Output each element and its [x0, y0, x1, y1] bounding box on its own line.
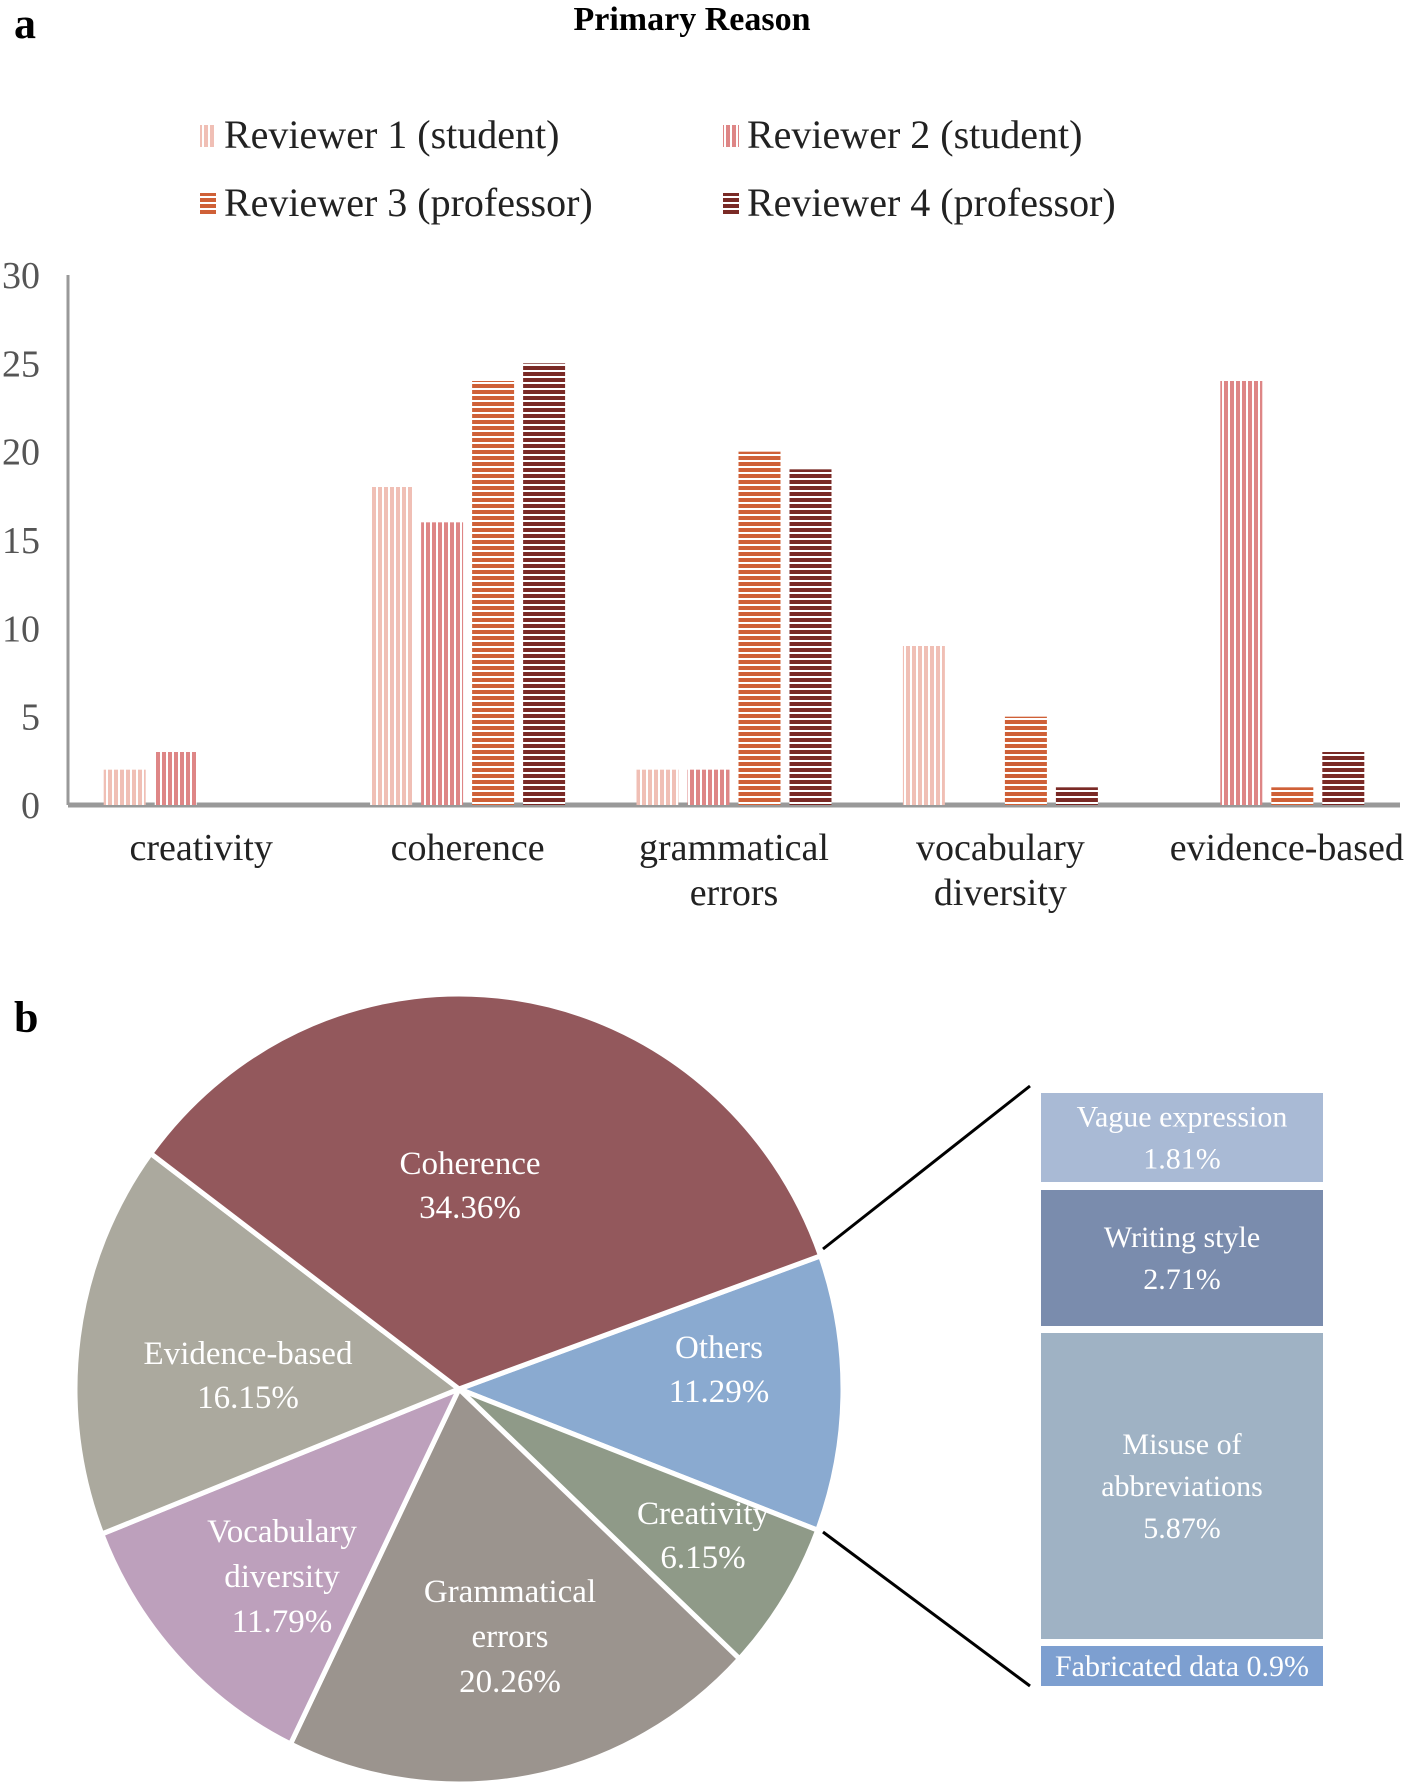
pie-slice	[98, 1384, 465, 1748]
x-tick-label: vocabulary	[916, 827, 1085, 869]
breakdown-label: Vague expression	[1077, 1101, 1288, 1134]
y-tick-label: 20	[2, 432, 40, 474]
breakdown-label: 2.71%	[1143, 1263, 1221, 1296]
bar	[523, 363, 566, 805]
legend-label: Reviewer 1 (student)	[224, 112, 559, 157]
panel-label-a: a	[14, 0, 36, 48]
breakdown-label: 1.81%	[1143, 1143, 1221, 1176]
bar	[370, 487, 413, 805]
pie-slice	[451, 1252, 846, 1534]
breakdown-label: abbreviations	[1101, 1470, 1263, 1503]
y-tick-label: 5	[21, 697, 40, 739]
breakdown-label: Misuse of	[1122, 1428, 1241, 1461]
pie-slice	[457, 1386, 821, 1663]
bar	[421, 522, 464, 805]
panel-label-b: b	[14, 993, 38, 1042]
bar	[1004, 716, 1047, 805]
breakdown-box	[1041, 1093, 1323, 1182]
breakdown-label: Fabricated data 0.9%	[1055, 1650, 1309, 1683]
pie-label: Grammatical	[424, 1574, 596, 1610]
pie-label: 20.26%	[459, 1664, 561, 1700]
breakdown-box	[1041, 1190, 1323, 1326]
bar	[1055, 787, 1098, 805]
x-tick-label: grammatical	[639, 827, 829, 869]
connector-line	[822, 1530, 1031, 1688]
pie-slice	[287, 1384, 743, 1787]
bar	[472, 381, 515, 805]
pie-label: Coherence	[399, 1146, 540, 1182]
breakdown-box	[1041, 1333, 1323, 1639]
pie-label: 11.79%	[232, 1604, 333, 1640]
pie-slice	[147, 991, 824, 1392]
bar	[789, 469, 832, 805]
legend-label: Reviewer 2 (student)	[747, 112, 1082, 157]
bar	[1322, 752, 1365, 805]
pie-slice	[72, 1149, 464, 1538]
bar	[1271, 787, 1314, 805]
pie-label: Vocabulary	[207, 1514, 357, 1550]
legend-label: Reviewer 3 (professor)	[224, 180, 593, 225]
y-tick-label: 10	[2, 608, 40, 650]
x-tick-label: creativity	[129, 827, 272, 869]
pie-label: 34.36%	[419, 1190, 521, 1226]
pie-label: errors	[472, 1619, 549, 1655]
pie-label: diversity	[224, 1559, 340, 1595]
pie-label: Creativity	[637, 1496, 769, 1532]
bar	[636, 769, 679, 805]
legend-swatch	[723, 193, 739, 215]
bar-chart-title: Primary Reason	[573, 1, 810, 38]
pie-label: 6.15%	[660, 1540, 745, 1576]
x-tick-label: coherence	[391, 827, 545, 869]
x-tick-label: errors	[690, 872, 779, 914]
bar	[1220, 381, 1263, 805]
connector-line	[822, 1084, 1031, 1251]
bar	[103, 769, 146, 805]
pie-label: Others	[675, 1330, 763, 1366]
legend-swatch	[723, 125, 739, 147]
y-tick-label: 15	[2, 520, 40, 562]
bar	[902, 646, 945, 805]
y-tick-label: 0	[21, 785, 40, 827]
breakdown-label: Writing style	[1104, 1221, 1260, 1254]
y-tick-label: 25	[2, 343, 40, 385]
pie-label: 16.15%	[197, 1380, 299, 1416]
bar	[687, 769, 730, 805]
breakdown-box	[1041, 1646, 1323, 1686]
legend-label: Reviewer 4 (professor)	[747, 180, 1116, 225]
pie-label: Evidence-based	[144, 1336, 353, 1372]
breakdown-label: 5.87%	[1143, 1512, 1221, 1545]
pie-label: 11.29%	[669, 1374, 770, 1410]
x-tick-label: evidence-based	[1170, 827, 1404, 869]
bar	[738, 451, 781, 805]
bar	[154, 752, 197, 805]
legend-swatch	[200, 125, 216, 147]
x-tick-label: diversity	[934, 872, 1067, 914]
y-tick-label: 30	[2, 255, 40, 297]
legend-swatch	[200, 193, 216, 215]
